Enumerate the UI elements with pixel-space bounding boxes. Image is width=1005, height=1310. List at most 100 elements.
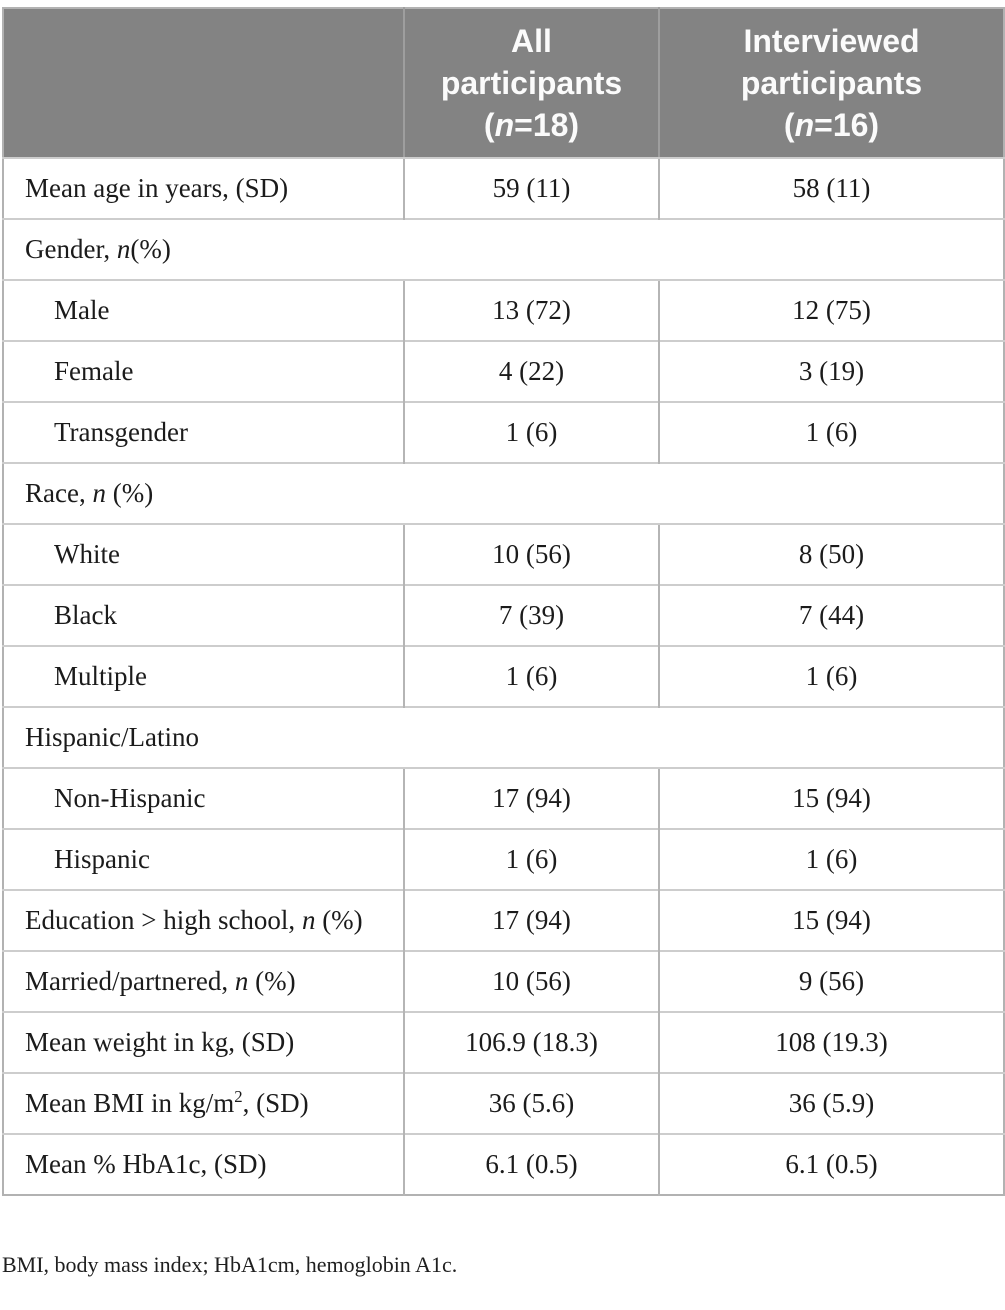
value-all-participants: 10 (56): [403, 523, 659, 585]
value-all-participants: 6.1 (0.5): [403, 1133, 659, 1195]
italic-n: n: [92, 478, 106, 508]
label-text: Mean age in years, (SD): [25, 173, 289, 203]
row-label: Male: [3, 279, 404, 341]
paren: (: [783, 107, 795, 143]
row-label: Mean age in years, (SD): [3, 157, 404, 219]
row-label: Hispanic: [3, 828, 404, 890]
label-text: Multiple: [54, 661, 147, 691]
data-row-mean-bmi-in-kg-m2-sd: Mean BMI in kg/m2, (SD) 36 (5.6) 36 (5.9): [3, 1072, 1004, 1134]
section-row-hispanic-latino: Hispanic/Latino: [3, 706, 1004, 768]
n-count: =16): [814, 107, 880, 143]
value-all-participants: 1 (6): [403, 401, 659, 463]
data-row-hispanic: Hispanic 1 (6) 1 (6): [3, 828, 1004, 890]
value-interviewed-participants: 15 (94): [658, 767, 1004, 829]
header-line: Interviewed: [743, 23, 920, 59]
value-all-participants: 59 (11): [403, 157, 659, 219]
table-footnote: BMI, body mass index; HbA1cm, hemoglobin…: [2, 1252, 458, 1277]
participant-characteristics-table: All participants (n=18) Interviewed part…: [2, 7, 1005, 1196]
header-line: participants: [440, 65, 623, 101]
section-label: Gender, n(%): [3, 218, 1004, 280]
superscript: 2: [234, 1087, 243, 1106]
row-label: Multiple: [3, 645, 404, 707]
label-text: Black: [54, 600, 117, 630]
data-row-mean-age-in-years-sd: Mean age in years, (SD) 59 (11) 58 (11): [3, 157, 1004, 219]
value-all-participants: 17 (94): [403, 889, 659, 951]
label-text: Mean % HbA1c, (SD): [25, 1149, 267, 1179]
section-row-gender-n: Gender, n(%): [3, 218, 1004, 280]
label-text: Race,: [25, 478, 93, 508]
row-label: Female: [3, 340, 404, 402]
label-text: Non-Hispanic: [54, 783, 206, 813]
header-n-group: (n=16): [784, 107, 879, 143]
italic-n: n: [116, 234, 131, 264]
value-interviewed-participants: 12 (75): [658, 279, 1004, 341]
table-body: Mean age in years, (SD) 59 (11) 58 (11) Gen…: [3, 157, 1004, 1195]
value-all-participants: 13 (72): [403, 279, 659, 341]
label-text: Education > high school,: [25, 905, 302, 935]
section-row-race-n: Race, n (%): [3, 462, 1004, 524]
italic-n: n: [301, 905, 316, 935]
data-row-male: Male 13 (72) 12 (75): [3, 279, 1004, 341]
data-row-education-high-school-n: Education > high school, n (%) 17 (94) 15 …: [3, 889, 1004, 951]
header-line: All: [511, 23, 552, 59]
row-label: White: [3, 523, 404, 585]
paren: (: [483, 107, 495, 143]
header-empty-cell: [3, 8, 404, 159]
label-text: (%): [105, 478, 154, 508]
data-row-mean-hba1c-sd: Mean % HbA1c, (SD) 6.1 (0.5) 6.1 (0.5): [3, 1133, 1004, 1195]
value-interviewed-participants: 108 (19.3): [658, 1011, 1004, 1073]
italic-n: n: [794, 107, 815, 143]
label-text: Transgender: [54, 417, 188, 447]
value-interviewed-participants: 15 (94): [658, 889, 1004, 951]
label-text: Gender,: [25, 234, 117, 264]
italic-n: n: [494, 107, 515, 143]
value-all-participants: 4 (22): [403, 340, 659, 402]
label-text: , (SD): [242, 1088, 309, 1118]
header-all-participants: All participants (n=18): [403, 8, 659, 159]
value-all-participants: 17 (94): [403, 767, 659, 829]
header-interviewed-participants: Interviewed participants (n=16): [658, 8, 1004, 159]
value-interviewed-participants: 6.1 (0.5): [658, 1133, 1004, 1195]
value-interviewed-participants: 1 (6): [658, 645, 1004, 707]
value-all-participants: 1 (6): [403, 828, 659, 890]
italic-n: n: [234, 966, 249, 996]
data-row-black: Black 7 (39) 7 (44): [3, 584, 1004, 646]
value-interviewed-participants: 1 (6): [658, 401, 1004, 463]
value-all-participants: 7 (39): [403, 584, 659, 646]
row-label: Black: [3, 584, 404, 646]
row-label: Non-Hispanic: [3, 767, 404, 829]
label-text: Hispanic/Latino: [25, 722, 199, 752]
value-interviewed-participants: 8 (50): [658, 523, 1004, 585]
value-interviewed-participants: 36 (5.9): [658, 1072, 1004, 1134]
row-label: Transgender: [3, 401, 404, 463]
value-interviewed-participants: 7 (44): [658, 584, 1004, 646]
value-all-participants: 1 (6): [403, 645, 659, 707]
label-text: White: [54, 539, 120, 569]
value-interviewed-participants: 1 (6): [658, 828, 1004, 890]
data-row-transgender: Transgender 1 (6) 1 (6): [3, 401, 1004, 463]
label-text: Male: [54, 295, 110, 325]
label-text: (%): [248, 966, 296, 996]
header-line: participants: [740, 65, 923, 101]
label-text: (%): [130, 234, 171, 264]
row-label: Mean % HbA1c, (SD): [3, 1133, 404, 1195]
value-interviewed-participants: 9 (56): [658, 950, 1004, 1012]
data-row-white: White 10 (56) 8 (50): [3, 523, 1004, 585]
row-label: Married/partnered, n (%): [3, 950, 404, 1012]
data-row-multiple: Multiple 1 (6) 1 (6): [3, 645, 1004, 707]
label-text: Married/partnered,: [25, 966, 235, 996]
row-label: Education > high school, n (%): [3, 889, 404, 951]
data-row-married-partnered-n: Married/partnered, n (%) 10 (56) 9 (56): [3, 950, 1004, 1012]
value-interviewed-participants: 3 (19): [658, 340, 1004, 402]
value-all-participants: 106.9 (18.3): [403, 1011, 659, 1073]
row-label: Mean BMI in kg/m2, (SD): [3, 1072, 404, 1134]
data-row-mean-weight-in-kg-sd: Mean weight in kg, (SD) 106.9 (18.3) 108 (…: [3, 1011, 1004, 1073]
label-text: Female: [54, 356, 134, 386]
data-row-female: Female 4 (22) 3 (19): [3, 340, 1004, 402]
section-label: Hispanic/Latino: [3, 706, 1004, 768]
header-row: All participants (n=18) Interviewed part…: [3, 8, 1004, 159]
value-all-participants: 10 (56): [403, 950, 659, 1012]
section-label: Race, n (%): [3, 462, 1004, 524]
label-text: (%): [315, 905, 363, 935]
